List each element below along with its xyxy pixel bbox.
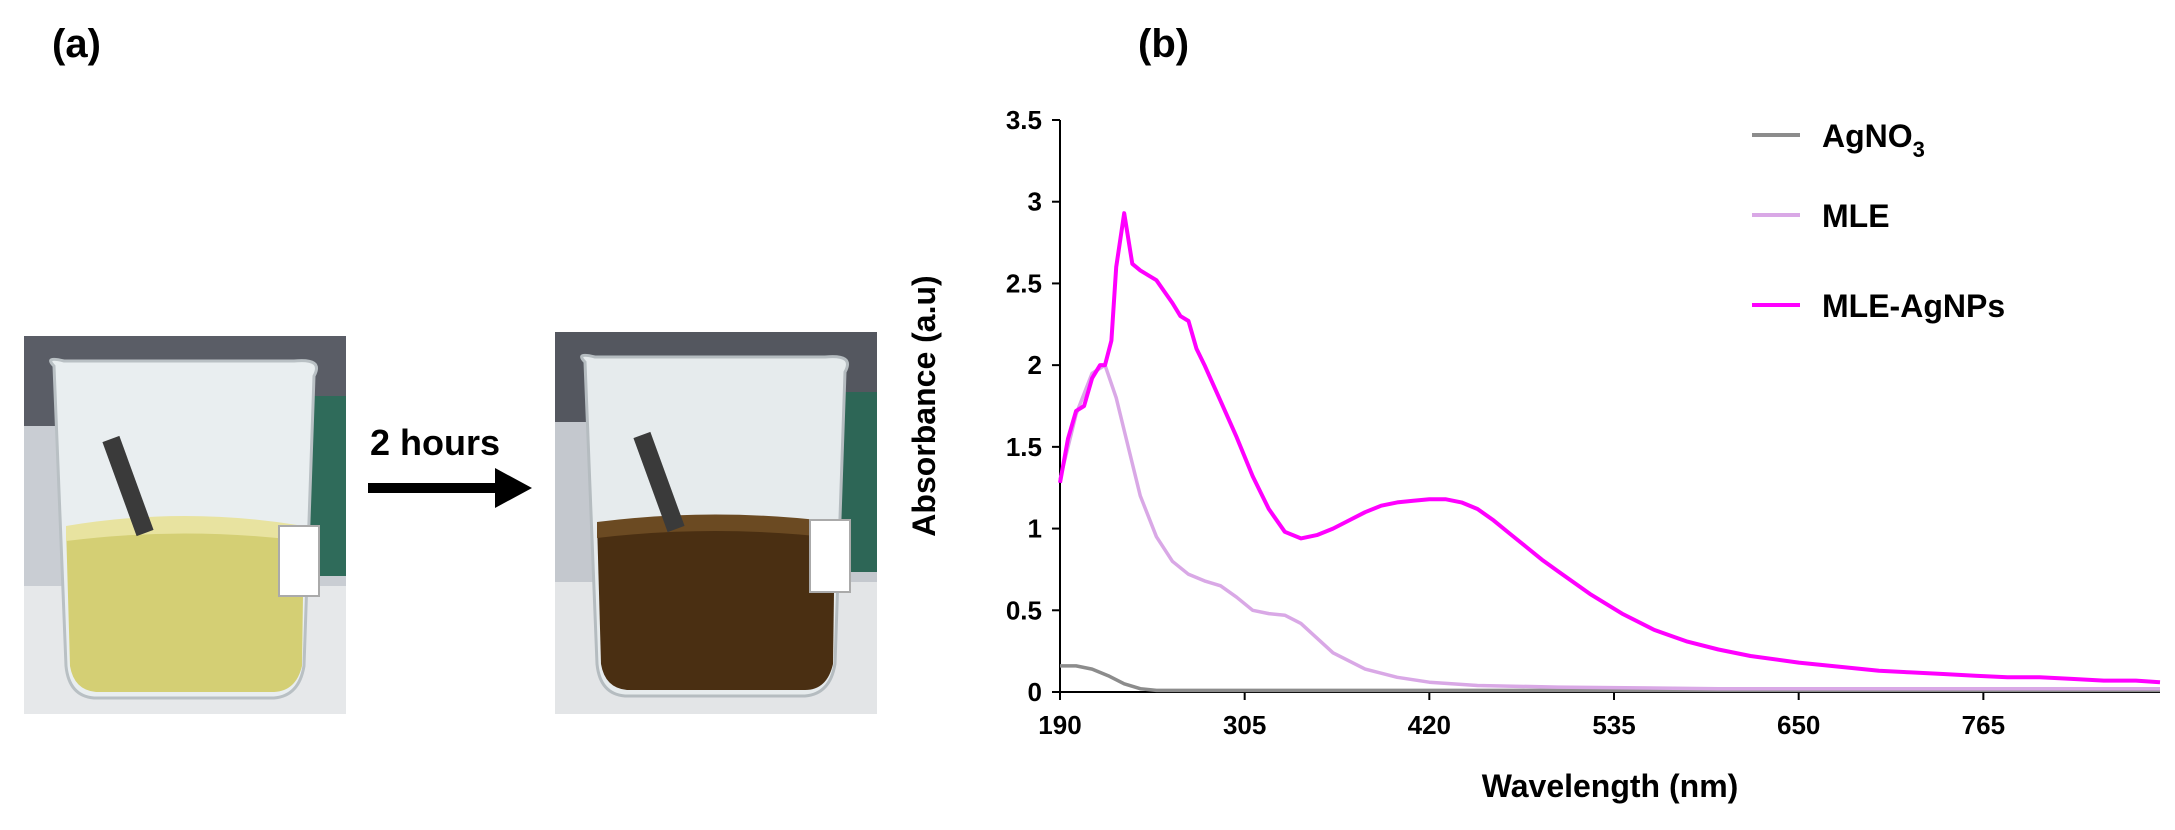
chart-series [1058,211,2161,693]
y-tick-label: 3.5 [1006,105,1042,135]
y-tick-label: 1.5 [1006,432,1042,462]
y-tick-label: 2 [1028,350,1042,380]
x-tick-label: 650 [1777,710,1820,740]
y-tick-label: 0 [1028,677,1042,707]
series-line-mle [1058,363,2160,691]
x-tick-label: 305 [1223,710,1266,740]
x-axis-title: Wavelength (nm) [1482,768,1739,804]
arrow-label: 2 hours [370,422,501,463]
y-axis-title: Absorbance (a.u) [906,275,942,536]
y-tick-label: 2.5 [1006,268,1042,298]
time-arrow [368,468,532,508]
panel-label-a: (a) [52,22,101,66]
legend-label: MLE-AgNPs [1822,288,2005,324]
series-line-agno3 [1060,664,2160,693]
beaker-photo-before [24,336,346,714]
y-tick-label: 3 [1028,187,1042,217]
x-tick-label: 190 [1038,710,1081,740]
legend-subscript: 3 [1913,137,1925,162]
absorbance-chart: 0 0.5 1 1.5 2 2.5 3 3.5 190 305 420 535 650 765 AgNO3… [906,105,2161,804]
beaker-photo-after [555,332,877,714]
x-tick-label: 535 [1592,710,1635,740]
panel-label-b: (b) [1138,22,1190,66]
series-line-mle-agnps [1058,211,2161,685]
x-tick-label: 765 [1962,710,2005,740]
y-tick-label: 0.5 [1006,595,1042,625]
legend-label: MLE [1822,198,1890,234]
y-tick-label: 1 [1028,514,1042,544]
chart-legend: AgNO3 MLE MLE-AgNPs [1752,118,2005,324]
x-tick-label: 420 [1408,710,1451,740]
chart-axes: 0 0.5 1 1.5 2 2.5 3 3.5 190 305 420 535 650 765 [1006,105,2160,740]
legend-label: AgNO3 [1822,118,1925,162]
